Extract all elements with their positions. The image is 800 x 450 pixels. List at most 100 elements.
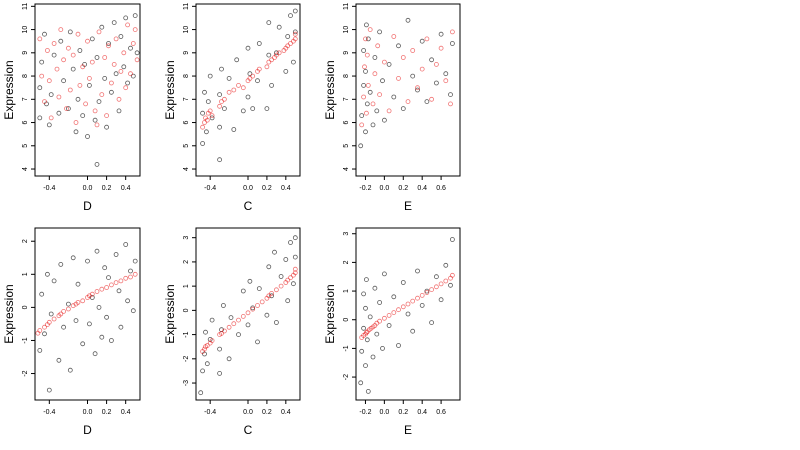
red-points-series <box>359 272 455 340</box>
x-tick-label: 0.0 <box>243 185 253 192</box>
red-point <box>102 55 108 60</box>
y-tick-label: 1 <box>183 284 190 288</box>
x-tick-label: 0.0 <box>83 185 93 192</box>
red-point <box>45 48 50 53</box>
black-point <box>70 66 76 72</box>
black-point <box>424 99 430 104</box>
red-point <box>255 303 260 308</box>
red-point <box>410 48 416 53</box>
y-tick-label: 1 <box>343 289 350 293</box>
black-point <box>449 41 455 46</box>
red-point <box>433 284 439 290</box>
red-point <box>46 319 52 325</box>
black-point <box>118 324 124 330</box>
black-point <box>361 48 367 53</box>
y-tick-label: 10 <box>343 26 350 34</box>
red-point <box>285 43 291 49</box>
y-tick-label: 5 <box>183 144 190 148</box>
black-point <box>204 361 210 367</box>
black-point <box>391 294 397 300</box>
black-point <box>113 252 119 257</box>
red-point <box>111 62 117 67</box>
red-point <box>405 301 411 307</box>
red-point <box>207 108 213 114</box>
red-point <box>221 328 227 334</box>
red-point <box>75 31 81 37</box>
black-point <box>396 343 401 348</box>
y-tick-label: -1 <box>22 337 29 343</box>
black-point <box>361 291 367 297</box>
x-axis-label: C <box>244 423 253 437</box>
black-point <box>264 106 270 111</box>
black-point <box>443 262 449 268</box>
red-point <box>226 89 232 95</box>
red-point <box>381 59 387 65</box>
red-point <box>125 22 130 28</box>
black-point <box>361 83 367 88</box>
black-point <box>234 57 240 63</box>
black-point <box>377 29 383 35</box>
red-point <box>429 96 435 102</box>
x-axis-label: E <box>404 423 412 437</box>
black-points-series <box>358 17 455 149</box>
black-point <box>266 20 272 26</box>
x-tick-label: 0.2 <box>398 185 408 192</box>
black-point <box>221 106 227 111</box>
black-point <box>359 348 365 354</box>
black-point <box>217 124 223 130</box>
red-point <box>400 304 406 310</box>
black-point <box>250 106 256 111</box>
black-point <box>386 323 392 328</box>
red-point <box>359 122 365 128</box>
red-point <box>104 113 109 118</box>
black-point <box>292 254 298 260</box>
red-point <box>231 87 237 93</box>
black-point <box>92 351 98 357</box>
panel-5: -0.4 0.0 0.2 0.4 -3 -2 -1 0 1 2 3 C Expression <box>163 227 301 437</box>
black-point <box>419 302 425 308</box>
red-points-series <box>200 266 298 354</box>
black-point <box>61 324 66 330</box>
x-tick-label: 0.2 <box>262 185 272 192</box>
panel-4: -0.4 0.0 0.2 0.4 -2 -1 0 1 2 D Expression <box>2 227 141 437</box>
black-point <box>288 13 293 19</box>
black-point <box>290 281 296 287</box>
black-point <box>106 275 111 281</box>
black-point <box>217 346 223 352</box>
red-point <box>375 43 381 49</box>
red-points-series <box>359 27 455 128</box>
y-tick-label: 7 <box>183 97 190 101</box>
red-point <box>449 272 455 278</box>
black-point <box>240 108 246 114</box>
black-point <box>363 363 368 369</box>
red-point <box>202 346 207 352</box>
black-point <box>377 300 383 305</box>
red-point <box>85 38 90 44</box>
black-point <box>236 332 241 338</box>
y-tick-label: 5 <box>343 144 350 148</box>
red-point <box>292 270 298 276</box>
red-point <box>42 99 47 104</box>
red-point <box>113 280 119 286</box>
x-tick-label: 0.0 <box>83 409 93 416</box>
black-point <box>67 29 73 35</box>
red-point <box>363 36 368 42</box>
black-point <box>415 87 420 93</box>
red-point <box>217 103 223 109</box>
red-point <box>292 36 298 42</box>
red-point <box>231 321 237 327</box>
red-point <box>276 50 282 56</box>
black-point <box>363 277 369 283</box>
black-point <box>283 257 289 262</box>
y-tick-label: 6 <box>22 120 29 124</box>
red-point <box>269 290 275 296</box>
red-point <box>51 41 57 46</box>
black-point <box>51 52 57 58</box>
red-point <box>48 115 54 121</box>
x-tick-label: 0.6 <box>436 409 446 416</box>
black-point <box>73 129 79 135</box>
y-tick-label: -2 <box>183 356 190 362</box>
red-point <box>209 338 215 344</box>
red-point <box>118 278 124 284</box>
y-tick-label: 0 <box>343 318 350 322</box>
